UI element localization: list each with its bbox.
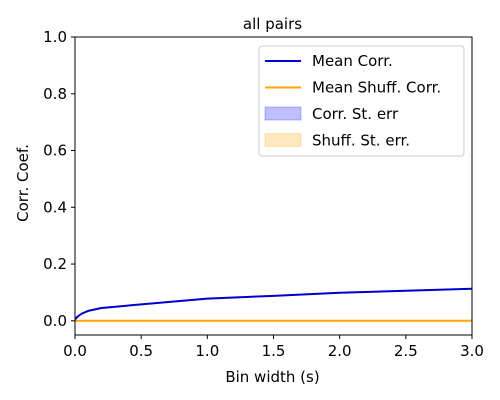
x-axis-label: Bin width (s) xyxy=(225,368,319,386)
x-tick-label: 2.5 xyxy=(394,342,418,360)
x-tick-label: 0.0 xyxy=(63,342,87,360)
y-axis-label: Corr. Coef. xyxy=(14,144,32,222)
y-tick-label: 0.2 xyxy=(43,255,67,273)
series-line-1 xyxy=(75,287,472,321)
legend-label: Corr. St. err xyxy=(312,105,399,123)
x-tick-label: 1.0 xyxy=(195,342,219,360)
legend-label: Shuff. St. err. xyxy=(312,132,410,150)
y-tick-label: 0.6 xyxy=(43,142,67,160)
legend-patch-swatch xyxy=(264,106,302,121)
chart-title: all pairs xyxy=(243,15,302,33)
y-tick-label: 1.0 xyxy=(43,28,67,46)
x-tick-label: 0.5 xyxy=(129,342,153,360)
legend-patch-swatch xyxy=(264,133,302,147)
legend-label: Mean Corr. xyxy=(312,52,393,70)
x-tick-label: 2.0 xyxy=(328,342,352,360)
y-tick-label: 0.8 xyxy=(43,85,67,103)
x-tick-label: 1.5 xyxy=(262,342,286,360)
x-tick-label: 3.0 xyxy=(460,342,484,360)
y-tick-label: 0.4 xyxy=(43,198,67,216)
legend: Mean Corr. Mean Shuff. Corr. Corr. St. err… xyxy=(258,45,465,157)
y-tick-label: 0.0 xyxy=(43,312,67,330)
legend-box xyxy=(258,45,465,157)
plot-area: 0.0 0.5 1.0 1.5 2.0 2.5 3.0 0.0 0.2 0.4 0.6 0.8 1.0 xyxy=(43,28,484,360)
legend-label: Mean Shuff. Corr. xyxy=(312,79,441,97)
